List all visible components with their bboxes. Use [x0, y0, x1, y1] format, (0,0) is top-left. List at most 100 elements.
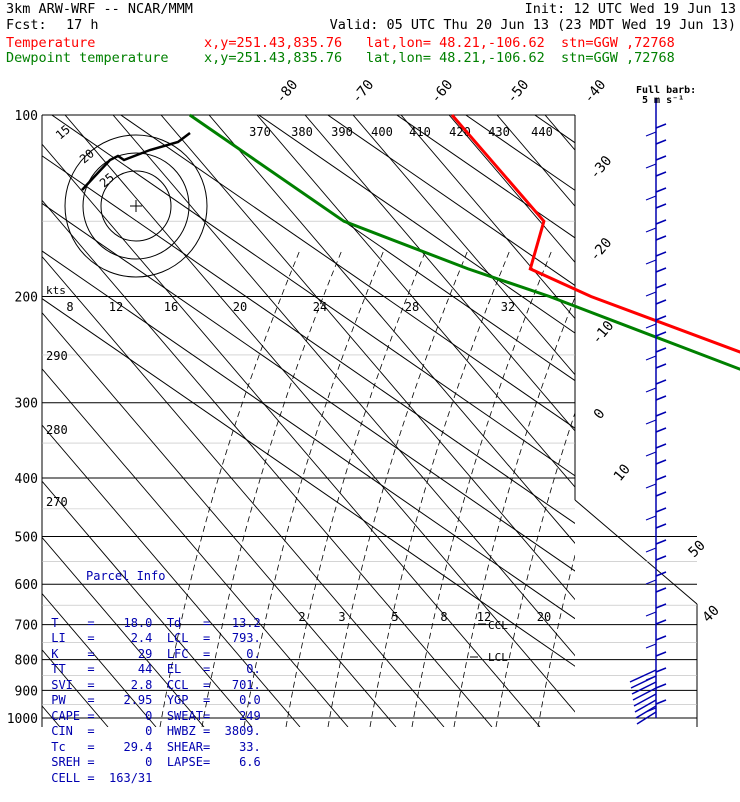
mixing-ratio-label: 2 [298, 610, 305, 624]
wind-barb [645, 323, 657, 329]
theta-scale-label: 440 [531, 125, 553, 139]
wind-barb [655, 395, 667, 401]
wind-barb [655, 507, 667, 513]
dry-adiabat-line [304, 115, 575, 432]
wind-barb [655, 347, 667, 353]
moist-adiabat-line [453, 296, 575, 727]
init-time: Init: 12 UTC Wed 19 Jun 13 [524, 1, 736, 17]
theta-scale-label: 430 [488, 125, 510, 139]
moist-adiabat-line [285, 249, 427, 727]
dry-adiabat-line [448, 115, 575, 264]
isotherm-label: -30 [587, 153, 616, 183]
dry-adiabat-line [64, 115, 575, 713]
upper-scale-label: 20 [233, 300, 247, 314]
parcel-info-row: LI = 2.4 LCL = 793. [44, 631, 261, 645]
parcel-info-row: CAPE = 0 SWEAT= 249 [44, 708, 261, 723]
wind-barb [655, 251, 667, 257]
pressure-tick-label: 1000 [7, 712, 38, 727]
wind-barb [655, 219, 667, 225]
isotherm-label: -70 [349, 77, 378, 107]
wind-barb [645, 259, 657, 265]
wind-barb [645, 515, 657, 521]
dry-adiabat-line [42, 143, 541, 727]
wind-barb [645, 291, 657, 297]
pressure-tick-label: 400 [15, 472, 38, 487]
wind-barb [655, 475, 667, 481]
upper-scale-label: 8 [66, 300, 73, 314]
dewpoint-latlon: lat,lon= 48.21,-106.62 [366, 50, 545, 66]
pressure-tick-label: 700 [15, 619, 38, 634]
valid-time: Valid: 05 UTC Thu 20 Jun 13 (23 MDT Wed … [329, 17, 736, 33]
model-title: 3km ARW-WRF -- NCAR/MMM [6, 1, 193, 17]
wind-barb [655, 171, 667, 177]
dewpoint-series-line [188, 113, 740, 371]
mixing-ratio-label: 5 [391, 610, 398, 624]
ccl-marker: CCL [478, 619, 508, 632]
moist-adiabat-line [495, 411, 575, 727]
dry-adiabat-line [352, 115, 575, 376]
theta-scale: 370 380 390 400 410 420 430 440 [249, 125, 553, 139]
isotherm-line [51, 115, 575, 477]
wind-barb [645, 547, 657, 553]
wind-barb [645, 643, 657, 649]
moist-adiabat-line [327, 249, 469, 727]
temperature-latlon: lat,lon= 48.21,-106.62 [366, 35, 545, 51]
wind-label: 50 [686, 538, 709, 561]
parcel-info-row: SVI = 2.8 CCL = 701. [44, 677, 261, 692]
wind-barb [655, 443, 667, 449]
parcel-info-row: TT = 44 EL = 0. [44, 662, 261, 676]
barb-legend-line2: 5 m s⁻¹ [642, 95, 684, 106]
isotherm-line [120, 115, 575, 429]
temperature-series-line [450, 114, 740, 354]
wind-barb [655, 683, 667, 689]
wind-barb [655, 283, 667, 289]
mixing-ratio-label: 20 [537, 610, 551, 624]
isotherm-label: -50 [504, 77, 533, 107]
left-theta-label: 280 [46, 423, 68, 437]
wind-barb [655, 699, 667, 705]
wind-barb [655, 203, 667, 209]
fcst-value: 17 h [66, 17, 99, 33]
parcel-info-row: CIN = 0 HWBZ = 3809. [44, 724, 261, 738]
pressure-tick-label: 100 [15, 109, 38, 124]
dewpoint-station: stn=GGW ,72768 [561, 50, 675, 66]
dry-adiabat-line [42, 199, 493, 727]
isotherm-line [673, 115, 740, 718]
parcel-info-row: K = 29 LFC = 0. [44, 646, 261, 661]
left-theta-labels: 290 280 270 [46, 349, 68, 509]
dry-adiabat-line [42, 424, 301, 727]
dry-adiabat-line [42, 368, 349, 727]
isotherm-line [604, 115, 740, 718]
temperature-station: stn=GGW ,72768 [561, 35, 675, 51]
temperature-legend: Temperature [6, 35, 96, 51]
parcel-info-box: Parcel Info T = 18.0 Td = 13.2 LI = 2.4 … [44, 538, 261, 802]
wind-barb [655, 555, 667, 561]
isotherm-label: -40 [581, 77, 610, 107]
left-theta-label: 270 [46, 495, 68, 509]
dry-adiabat-line [160, 115, 575, 601]
temperature-xy: x,y=251.43,835.76 [204, 35, 343, 51]
upper-temp-scale: 8 12 16 20 24 28 32 [66, 300, 515, 314]
wind-profile [629, 98, 667, 725]
wind-barb [655, 363, 667, 369]
wind-barb [655, 427, 667, 433]
wind-barb [655, 491, 667, 497]
isotherm-line [42, 155, 575, 525]
moist-adiabat-line [622, 250, 740, 727]
wind-barb [655, 187, 667, 193]
parcel-info-row: CELL = 163/31 [44, 770, 153, 785]
theta-scale-label: 380 [291, 125, 313, 139]
lcl-marker: LCL [470, 651, 508, 664]
svg-text:CCL: CCL [488, 619, 508, 632]
pressure-tick-label: 200 [15, 291, 38, 306]
dry-adiabat-line [0, 95, 12, 727]
pressure-tick-label: 600 [15, 578, 38, 593]
isotherm-line [258, 115, 575, 334]
hodograph: 15 20 25 kts [46, 122, 208, 297]
wind-barb [655, 539, 667, 545]
moist-adiabat-line [159, 249, 301, 727]
dry-adiabat-line [544, 115, 575, 151]
wind-barb [645, 355, 657, 361]
wind-barb [645, 419, 657, 425]
